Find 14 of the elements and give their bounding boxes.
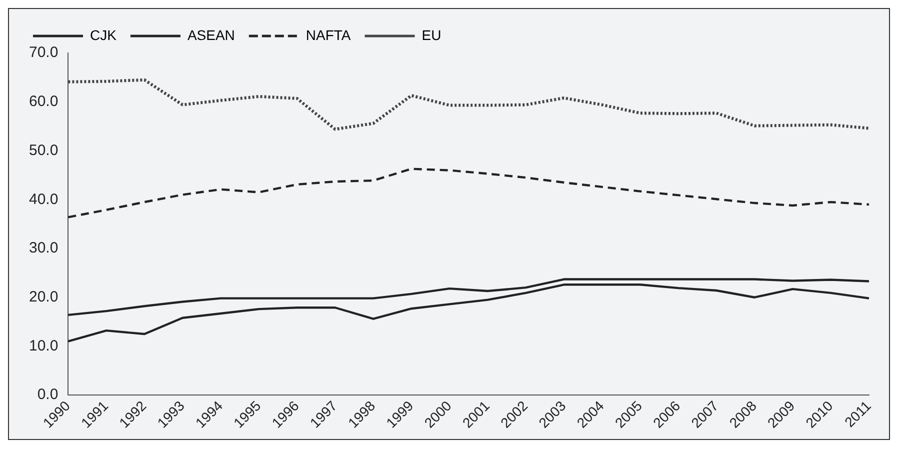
- line-series: [67, 168, 870, 218]
- y-tick-label: 40.0: [28, 190, 58, 208]
- y-tick-label: 10.0: [28, 337, 58, 354]
- legend-label: NAFTA: [306, 26, 352, 43]
- y-tick-label: 50.0: [28, 142, 58, 159]
- y-tick-label: 20.0: [28, 288, 58, 306]
- legend-label: ASEAN: [187, 26, 235, 43]
- y-tick-label: 70.0: [28, 44, 58, 62]
- legend-label: EU: [422, 26, 442, 43]
- y-tick-label: 0.0: [37, 386, 58, 404]
- y-tick-label: 60.0: [28, 93, 58, 110]
- line-series: [66, 78, 870, 131]
- y-tick-label: 30.0: [28, 240, 58, 257]
- legend-label: CJK: [90, 26, 118, 43]
